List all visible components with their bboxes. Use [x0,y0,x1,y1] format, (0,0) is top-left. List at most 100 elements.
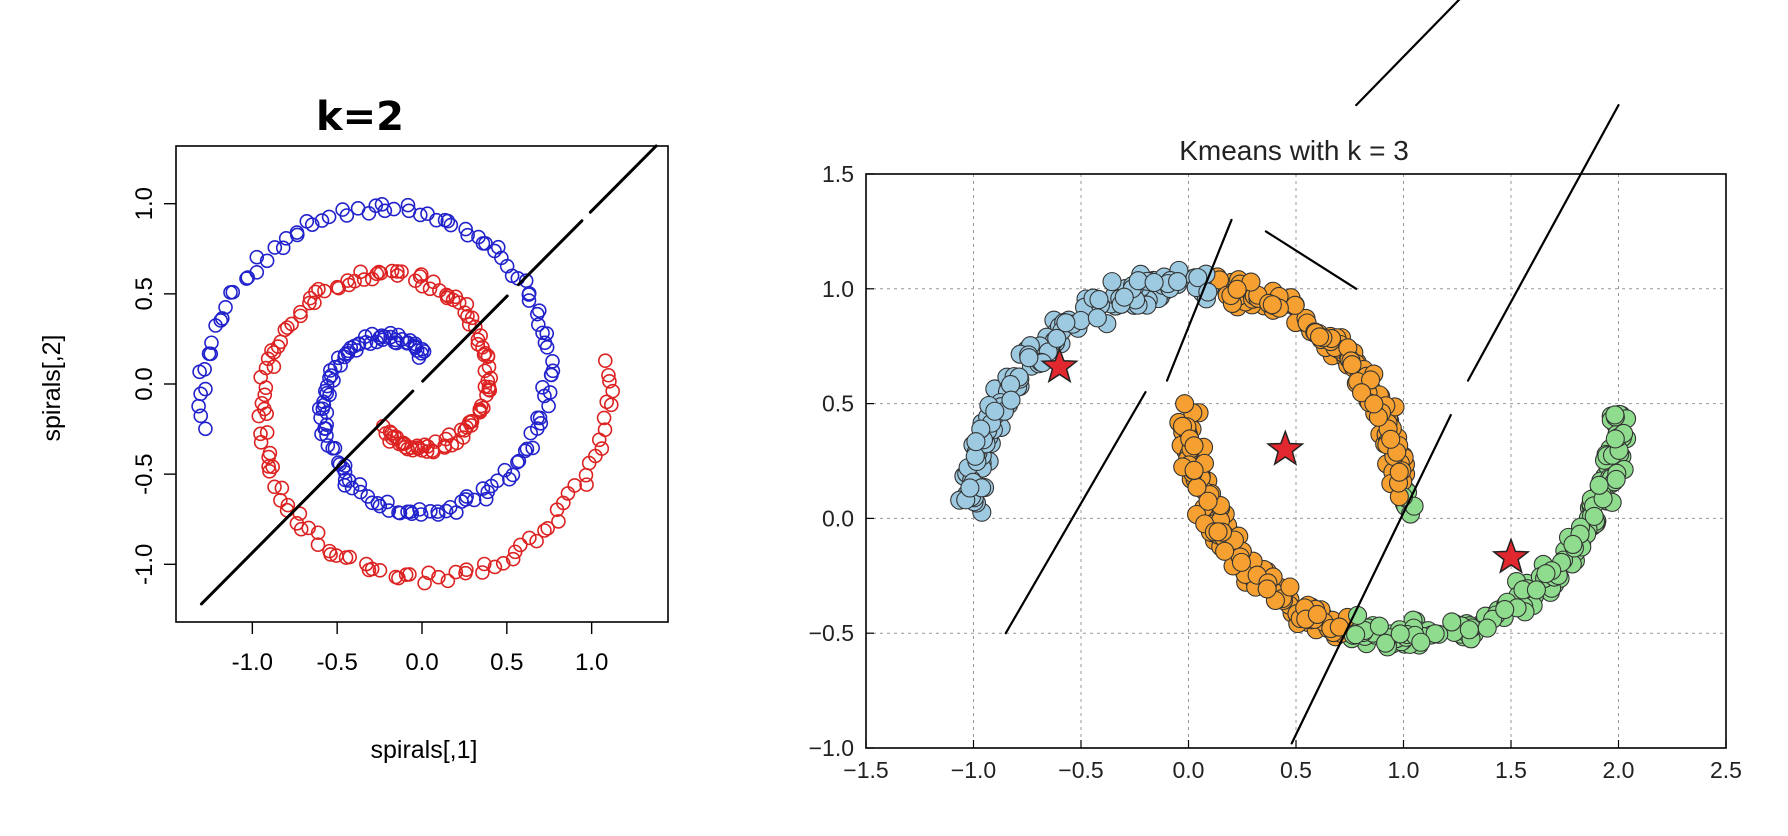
y-tick-label: −0.5 [809,620,854,646]
blue-point [537,335,553,351]
red-point [594,441,610,456]
y-tick-label: 0.0 [131,367,158,400]
blue-point [459,489,474,504]
blue-point [374,197,390,212]
red-point [463,418,479,433]
blue-point [478,491,494,507]
cluster-b-point [1262,295,1282,315]
red-point [419,444,435,459]
blue-point [466,492,482,508]
y-axis-label: spirals[,2] [38,335,66,442]
y-tick-label: -1.0 [131,544,158,585]
blue-point [545,363,561,379]
blue-point [364,495,380,511]
red-point [455,430,471,445]
red-point [505,551,521,567]
annotation-layer [199,144,658,606]
cluster-b-point [1208,522,1228,542]
cluster-b-point [1215,541,1235,561]
cluster-b-point [1309,327,1330,347]
cluster-a-point [1102,272,1122,292]
hand-drawn-separator [1004,391,1147,635]
red-point [477,363,493,379]
red-point [329,279,345,295]
red-point [402,567,417,582]
cluster-a-point [966,432,986,452]
blue-point [392,505,408,521]
cluster-b-point [1364,394,1384,414]
blue-point [542,385,558,400]
red-point [261,449,276,465]
blue-point [259,253,275,269]
red-point [267,479,282,495]
blue-point [198,421,213,437]
x-tick-label: 2.5 [1710,757,1742,783]
red-point [459,296,475,312]
blue-point [458,221,473,237]
x-tick-label: −1.5 [843,757,888,783]
blue-point [532,410,548,426]
blue-point [337,478,353,493]
cluster-c-point [1605,405,1625,425]
red-point [601,367,616,383]
blue-point [497,462,513,478]
red-point [302,290,318,306]
hand-drawn-separator [1264,230,1358,290]
red-point [421,565,436,581]
blue-point [511,453,527,469]
blue-point [327,440,343,456]
red-point [311,281,326,297]
x-tick-label: 0.5 [490,649,523,676]
blue-point [490,473,505,488]
hand-drawn-separator [199,144,658,606]
blue-point [320,438,336,453]
cluster-a-point [1047,328,1067,348]
blue-point [321,209,337,225]
red-point [602,374,617,389]
blue-point [381,503,397,518]
blue-point [460,227,475,243]
x-tick-label: 1.5 [1495,757,1527,783]
y-tick-label: 0.5 [822,391,854,417]
blue-point [401,203,417,219]
red-point [292,506,308,521]
cluster-a-point [1144,272,1164,293]
x-tick-label: 2.0 [1603,757,1635,783]
cluster-c-point [1390,624,1410,644]
red-point [464,310,480,326]
blue-point [510,454,525,470]
cluster-a-point [1168,271,1188,292]
cluster-b-point [1307,604,1327,624]
x-tick-label: 0.0 [1173,757,1205,783]
blue-point [191,398,206,414]
cluster-b-point [1342,355,1362,375]
red-point [596,410,612,426]
red-point [394,264,409,279]
cluster-b-point [1231,552,1251,572]
x-tick-label: 1.0 [575,649,608,676]
y-tick-label: 1.0 [131,187,158,220]
cluster-c-point [1584,506,1604,526]
cluster-c-point [1536,564,1556,584]
hand-drawn-separator [1290,413,1452,745]
red-point [340,273,355,288]
cluster-a-point [1128,271,1148,291]
blue-point [314,213,330,228]
red-point [462,415,477,430]
red-point [251,408,267,424]
red-point [353,264,368,280]
red-point [605,383,620,399]
red-point [317,283,332,299]
y-axis: -1.0 -0.5 0.0 0.5 1.0 [131,187,176,585]
cluster-b-point [1198,491,1218,511]
red-point [310,525,326,541]
cluster-a-point [1056,313,1076,333]
cluster-c-point [1495,600,1515,620]
red-point [556,495,571,511]
cluster-a-point [1089,290,1109,310]
cluster-a-point [1019,348,1039,368]
red-point [261,459,276,474]
blue-point [223,285,238,300]
y-tick-label: -0.5 [131,453,158,494]
